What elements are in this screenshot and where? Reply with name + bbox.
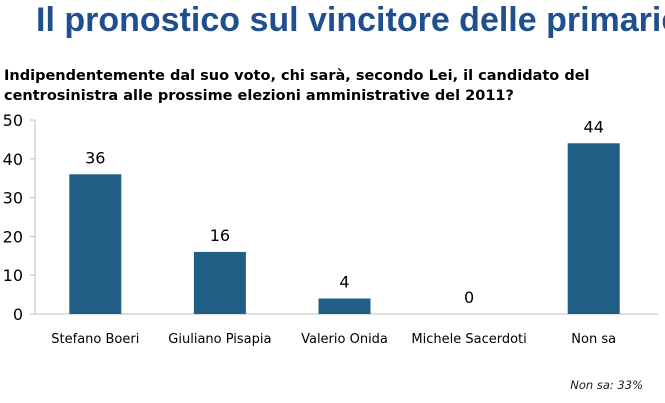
bar-value-label: 16 — [210, 226, 230, 245]
category-label: Giuliano Pisapia — [168, 332, 271, 347]
bar-value-label: 44 — [584, 117, 604, 136]
data-labels-group: 36 16 4 0 44 — [85, 117, 604, 307]
y-tick-label: 40 — [3, 150, 23, 169]
category-labels-group: Stefano Boeri Giuliano Pisapia Valerio Oni… — [51, 332, 616, 347]
bar — [567, 143, 620, 314]
bar-value-label: 0 — [464, 288, 474, 307]
category-label: Non sa — [571, 332, 616, 347]
bar — [318, 298, 371, 314]
category-label: Michele Sacerdoti — [411, 332, 526, 347]
bar-value-label: 4 — [339, 272, 349, 291]
page-title: Il pronostico sul vincitore delle primar… — [36, 1, 665, 39]
category-label: Valerio Onida — [301, 332, 388, 347]
y-tick-label: 30 — [3, 189, 23, 208]
bar — [193, 251, 246, 314]
bar — [69, 174, 122, 314]
y-tick-label: 20 — [3, 227, 23, 246]
bars-group — [69, 143, 620, 314]
footnote: Non sa: 33% — [570, 378, 643, 392]
bar-value-label: 36 — [85, 148, 105, 167]
y-tick-label: 50 — [3, 111, 23, 130]
survey-question: Indipendentemente dal suo voto, chi sarà… — [4, 68, 590, 104]
y-tick-label: 0 — [13, 305, 23, 324]
category-label: Stefano Boeri — [51, 332, 139, 347]
y-axis-ticks: 0 10 20 30 40 50 — [3, 111, 35, 324]
y-tick-label: 10 — [3, 266, 23, 285]
